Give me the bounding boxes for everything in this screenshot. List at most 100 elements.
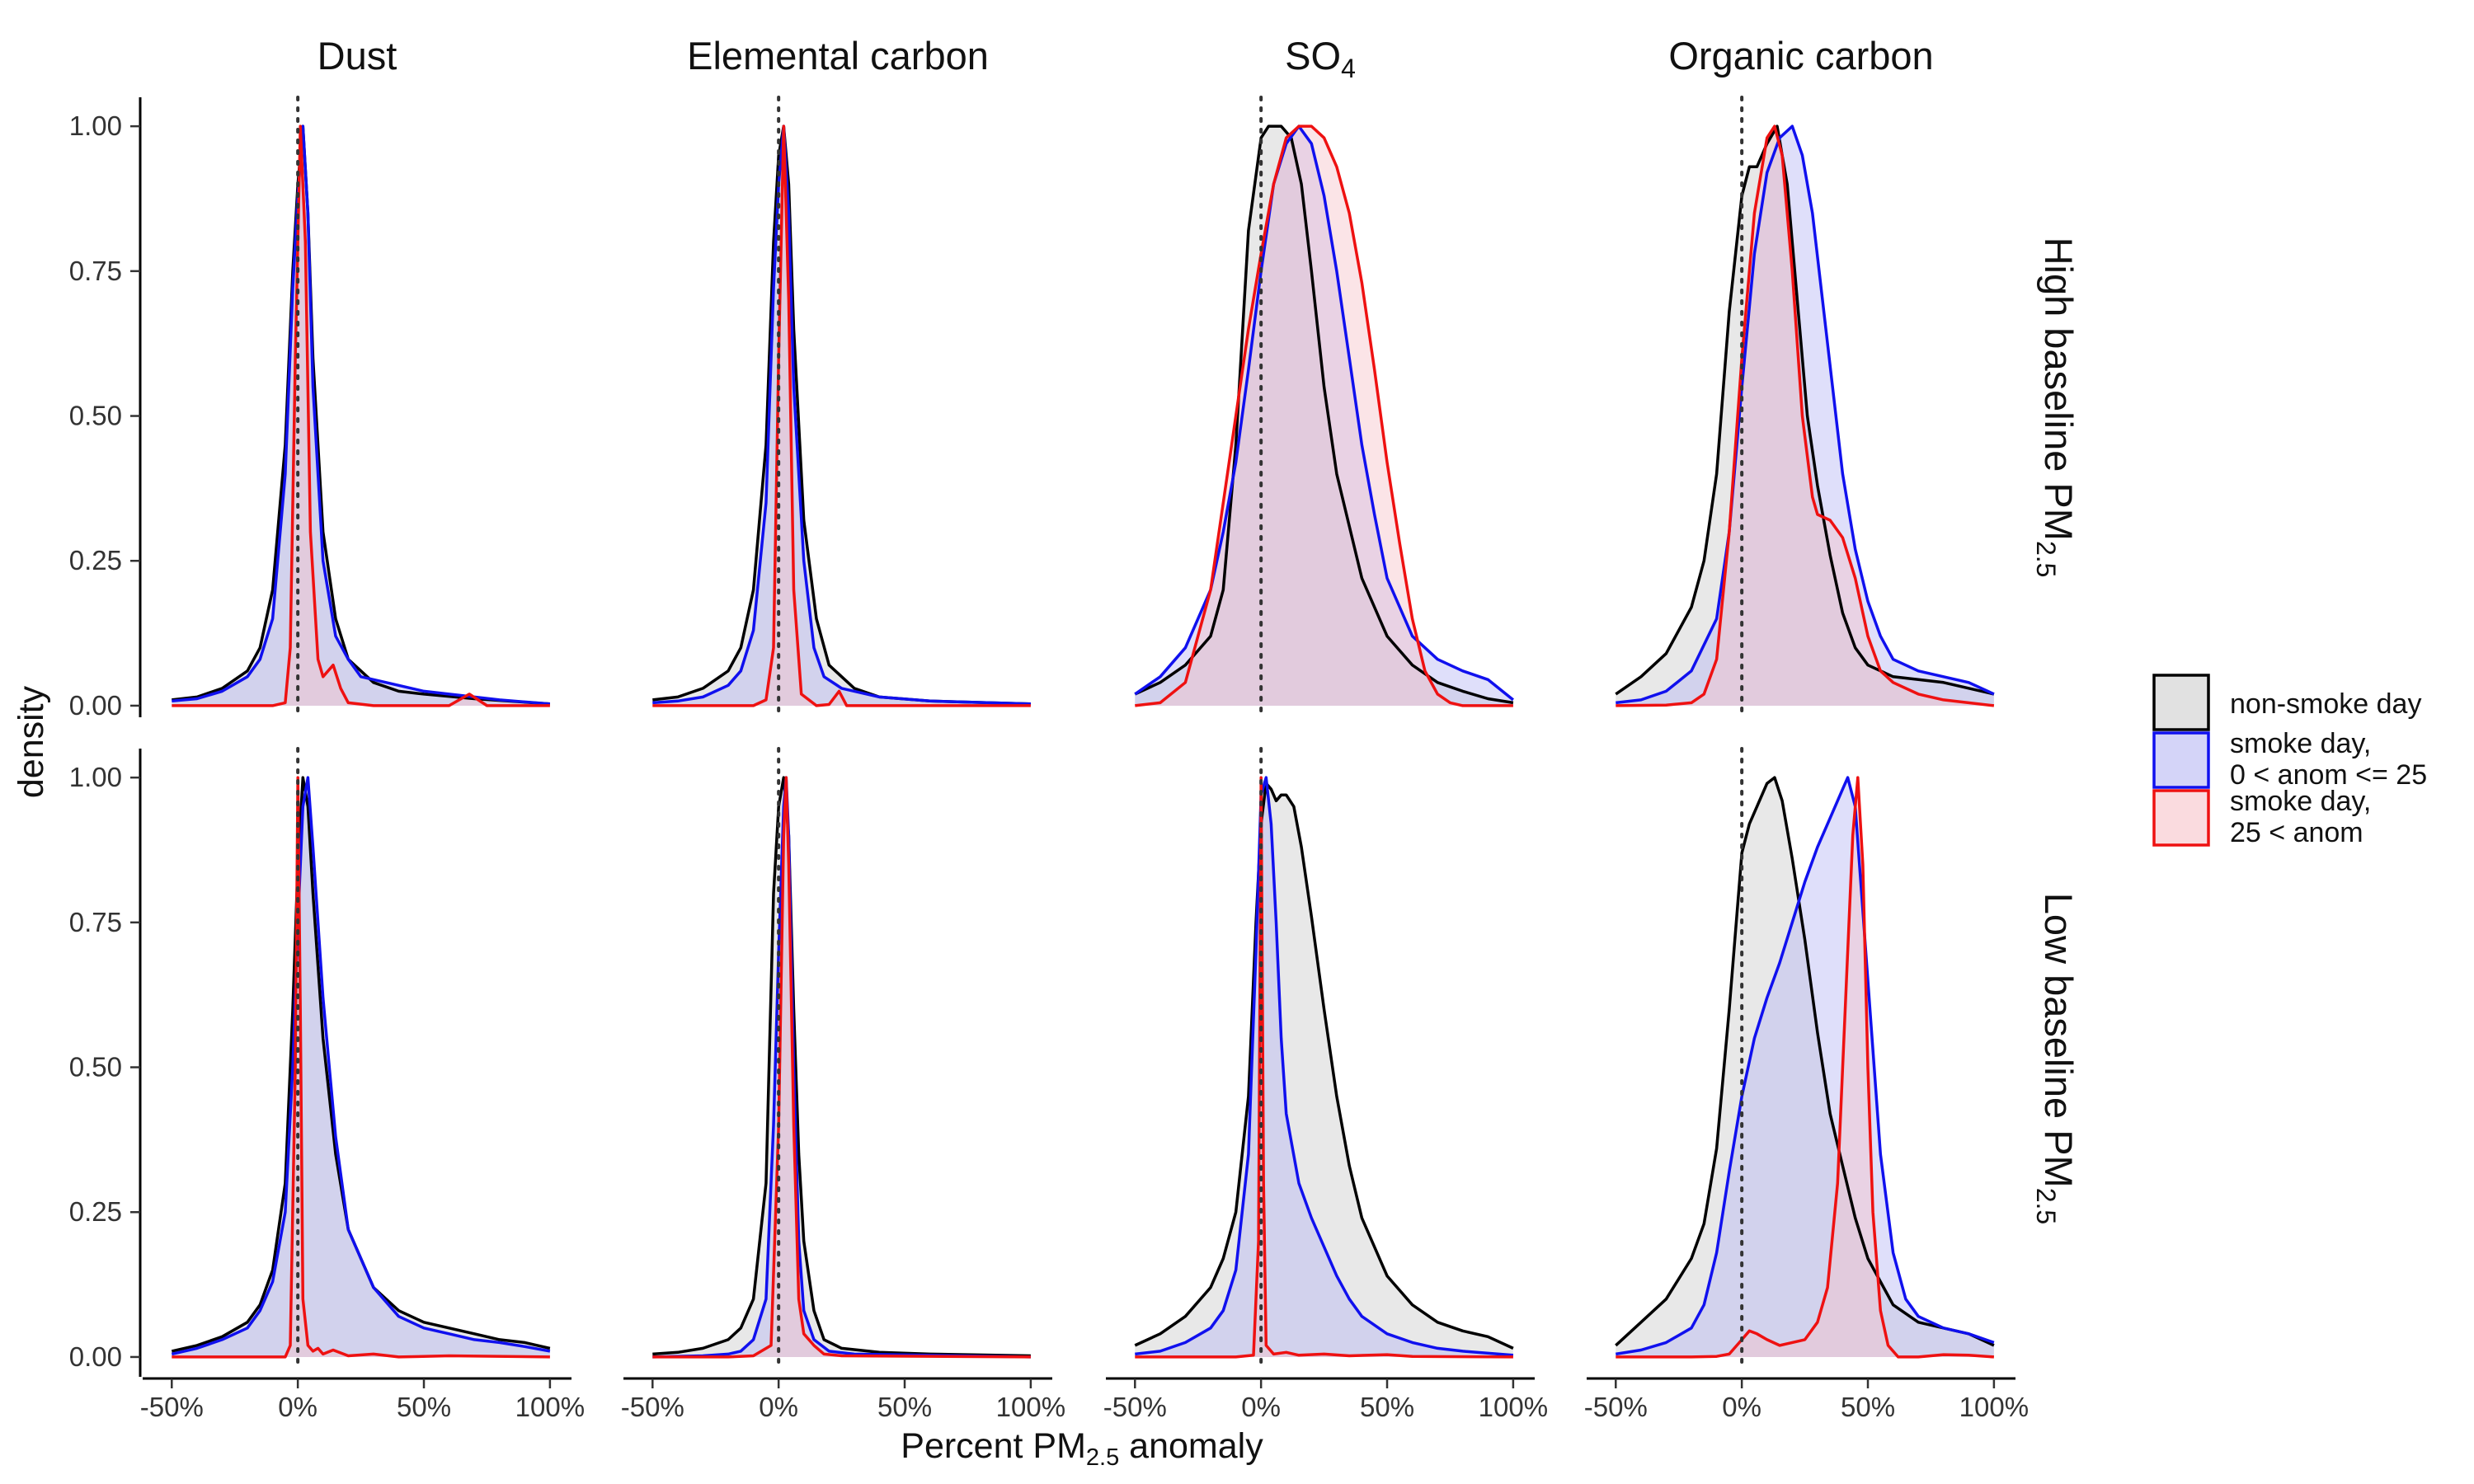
- x-tick-label: -50%: [621, 1392, 684, 1422]
- panel-r1-c2: [1134, 747, 1514, 1370]
- y-tick-label: 0.75: [69, 256, 122, 286]
- density-line-smoke-high: [1616, 776, 1995, 1359]
- legend-label-line: smoke day,: [2230, 786, 2371, 817]
- density-line-non-smoke: [1615, 124, 1995, 696]
- density-line-smoke-low: [171, 776, 551, 1356]
- column-strip-label: Dust: [317, 34, 397, 77]
- x-tick-label: 0%: [1241, 1392, 1281, 1422]
- legend: non-smoke day smoke day, 0 < anom <= 25smo…: [2152, 674, 2427, 848]
- density-line-smoke-low: [1616, 776, 1995, 1356]
- x-tick-label: 50%: [877, 1392, 932, 1422]
- density-fill-non-smoke: [652, 777, 1031, 1357]
- strips-layer: Dust Elemental carbon SO4 Organic carbon Hig…: [317, 34, 2081, 1224]
- legend-label-line: 25 < anom: [2230, 817, 2363, 848]
- legend-label-line: non-smoke day: [2230, 688, 2421, 720]
- panel-r1-c3: [1615, 747, 1995, 1370]
- legend-key: [2152, 789, 2210, 847]
- label-subscript: 2.5: [2031, 541, 2061, 577]
- x-tick-label: 50%: [1360, 1392, 1414, 1422]
- legend-item: smoke day, 0 < anom <= 25: [2152, 728, 2427, 791]
- label-main: Dust: [317, 34, 397, 77]
- y-axis-layer: 0.00 0.25 0.50 0.75 1.00 0.00 0.25 0.50 0.75 1.00: [69, 97, 142, 1377]
- x-tick-label: 100%: [515, 1392, 585, 1422]
- density-fill-smoke-high: [172, 126, 550, 706]
- y-tick-label: 0.00: [69, 690, 122, 721]
- label-main: Elemental carbon: [687, 34, 989, 77]
- y-tick-label: 0.50: [69, 401, 122, 431]
- density-fill-non-smoke: [1616, 126, 1994, 706]
- label-main: Low baseline PM: [2037, 893, 2081, 1188]
- density-line-smoke-low: [1135, 776, 1514, 1357]
- y-tick-label: 0.25: [69, 545, 122, 575]
- density-fill-smoke-low: [172, 126, 550, 706]
- density-line-smoke-low: [652, 776, 1031, 1359]
- density-fill-smoke-low: [172, 777, 550, 1357]
- x-axis-title-suffix: anomaly: [1119, 1426, 1263, 1466]
- column-strip-label: SO4: [1285, 34, 1356, 83]
- legend-label: non-smoke day: [2230, 688, 2421, 720]
- y-axis-title: density: [12, 685, 51, 798]
- x-axis-title: Percent PM2.5 anomaly: [901, 1426, 1263, 1471]
- density-line-non-smoke: [1615, 776, 1995, 1347]
- density-fill-smoke-low: [652, 777, 1031, 1357]
- density-line-non-smoke: [1134, 782, 1514, 1350]
- density-fill-non-smoke: [172, 126, 550, 706]
- x-tick-label: 50%: [397, 1392, 451, 1422]
- x-tick-label: -50%: [1103, 1392, 1167, 1422]
- row-strip-label: High baseline PM2.5: [2031, 237, 2081, 578]
- density-fill-smoke-high: [1616, 126, 1994, 706]
- density-line-non-smoke: [172, 124, 551, 706]
- label-subscript: 2.5: [2031, 1188, 2061, 1224]
- panel-r1-c0: [171, 747, 551, 1370]
- density-fill-smoke-high: [652, 777, 1031, 1357]
- x-tick-label: 0%: [759, 1392, 798, 1422]
- density-fill-smoke-low: [1616, 126, 1994, 706]
- x-tick-label: 0%: [1722, 1392, 1761, 1422]
- density-fill-non-smoke: [1135, 783, 1513, 1357]
- density-line-smoke-high: [1616, 124, 1995, 707]
- legend-key: [2152, 731, 2210, 789]
- x-axis-title-prefix: Percent PM: [901, 1426, 1086, 1466]
- y-tick-label: 1.00: [69, 110, 122, 141]
- x-tick-label: 100%: [996, 1392, 1065, 1422]
- y-tick-label: 1.00: [69, 762, 122, 792]
- panel-r0-c1: [652, 96, 1031, 719]
- density-line-smoke-low: [652, 124, 1031, 706]
- density-line-smoke-low: [1616, 124, 1995, 705]
- panel-r0-c3: [1615, 96, 1995, 719]
- x-tick-label: -50%: [1584, 1392, 1648, 1422]
- legend-item: smoke day, 25 < anom: [2152, 786, 2371, 848]
- density-line-smoke-high: [172, 776, 550, 1359]
- density-line-smoke-high: [652, 124, 1031, 707]
- density-line-non-smoke: [171, 776, 551, 1353]
- row-strip-label: Low baseline PM2.5: [2031, 893, 2081, 1224]
- label-main: High baseline PM: [2037, 237, 2081, 541]
- density-line-smoke-high: [1135, 124, 1513, 707]
- legend-label: smoke day, 25 < anom: [2230, 786, 2371, 848]
- column-strip-label: Organic carbon: [1668, 34, 1933, 77]
- y-tick-label: 0.00: [69, 1341, 122, 1372]
- density-line-smoke-high: [1135, 776, 1513, 1359]
- y-tick-label: 0.75: [69, 907, 122, 937]
- label-subscript: 4: [1341, 54, 1356, 83]
- x-tick-label: 0%: [278, 1392, 317, 1422]
- density-line-smoke-high: [652, 776, 1031, 1359]
- x-tick-label: 50%: [1841, 1392, 1895, 1422]
- x-tick-label: 100%: [1479, 1392, 1548, 1422]
- density-fill-smoke-high: [652, 126, 1031, 706]
- density-fill-smoke-low: [652, 126, 1031, 706]
- legend-item: non-smoke day: [2152, 674, 2421, 731]
- legend-label-line: 0 < anom <= 25: [2230, 759, 2427, 791]
- density-line-smoke-low: [1134, 124, 1514, 702]
- density-fill-non-smoke: [1616, 777, 1994, 1357]
- column-strip-label: Elemental carbon: [687, 34, 989, 77]
- density-line-smoke-high: [172, 124, 550, 707]
- density-line-non-smoke: [652, 124, 1031, 706]
- density-fill-smoke-high: [1135, 126, 1513, 706]
- legend-key: [2152, 674, 2210, 731]
- y-tick-label: 0.25: [69, 1196, 122, 1227]
- x-tick-label: 100%: [1959, 1392, 2029, 1422]
- density-fill-smoke-low: [1135, 126, 1513, 706]
- label-main: SO: [1285, 34, 1341, 77]
